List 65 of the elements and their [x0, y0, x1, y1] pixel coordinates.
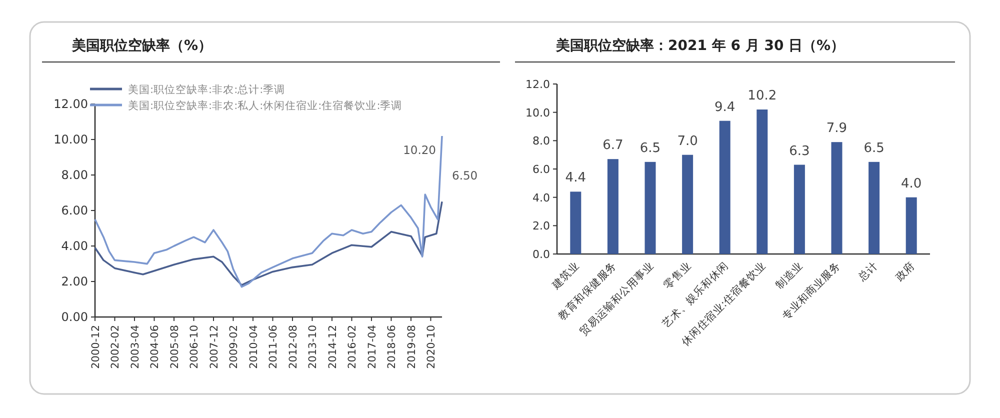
x-tick-label: 2018-06 [386, 324, 398, 369]
x-tick-label: 2017-04 [366, 324, 378, 369]
x-tick-label: 2000-12 [90, 325, 102, 369]
y-tick-label: 0.00 [61, 310, 88, 324]
y-tick-label: 8.0 [532, 134, 550, 148]
line-series [94, 135, 443, 288]
x-tick-label: 制造业 [773, 258, 806, 292]
x-tick-label: 2019-08 [406, 325, 418, 369]
x-tick-label: 2011-06 [268, 324, 280, 369]
data-label: 7.9 [826, 121, 848, 136]
y-tick-label: 10.00 [54, 132, 88, 146]
x-tick-label: 2012-08 [287, 325, 300, 369]
y-tick-label: 12.00 [54, 97, 88, 111]
x-tick-label: 2014-12 [326, 325, 339, 369]
legend-label: 美国:职位空缺率:非农:总计:季调 [128, 83, 286, 96]
bar [570, 192, 582, 254]
chart-title: 美国职位空缺率（%） [71, 37, 212, 54]
x-tick-label: 2004-06 [149, 324, 162, 369]
y-tick-label: 2.0 [532, 220, 550, 233]
data-label: 6.3 [789, 144, 810, 159]
x-tick-label: 2016-02 [346, 325, 359, 369]
x-tick-label: 2002-02 [110, 325, 122, 369]
x-tick-label: 2010-04 [248, 324, 260, 369]
bar [831, 142, 842, 254]
x-tick-label: 2005-08 [168, 325, 181, 369]
legend-label: 美国:职位空缺率:非农:私人:休闲住宿业:住宿餐饮业:季调 [128, 99, 402, 112]
bar [644, 162, 656, 254]
data-label: 7.0 [677, 134, 698, 149]
x-tick-label: 政府 [892, 258, 918, 284]
bar [756, 110, 768, 254]
bar [719, 120, 730, 254]
data-label: 4.4 [565, 170, 586, 186]
line-series [94, 200, 443, 286]
x-tick-label: 零售业 [661, 258, 694, 292]
bar [682, 154, 694, 254]
bar [607, 159, 618, 254]
y-tick-label: 2.00 [61, 274, 88, 288]
x-tick-label: 2013-10 [307, 325, 320, 369]
x-tick-label: 建筑业 [548, 258, 582, 292]
y-tick-label: 12.0 [526, 78, 550, 91]
y-tick-label: 0.0 [532, 248, 550, 261]
annotation: 10.20 [403, 142, 436, 157]
x-tick-label: 2003-04 [129, 324, 142, 369]
x-tick-label: 2007-12 [208, 325, 220, 369]
y-tick-label: 8.00 [61, 168, 88, 182]
bar [868, 162, 880, 254]
bar [794, 164, 805, 254]
data-label: 4.0 [901, 176, 922, 192]
data-label: 6.5 [864, 140, 884, 156]
chart-title: 美国职位空缺率：2021 年 6 月 30 日（%） [555, 37, 845, 54]
data-label: 10.2 [748, 88, 777, 104]
y-tick-label: 6.00 [61, 204, 88, 218]
y-tick-label: 4.0 [532, 191, 550, 204]
data-label: 6.5 [640, 140, 661, 156]
x-tick-label: 2009-02 [228, 325, 240, 369]
x-tick-label: 总计 [854, 258, 880, 284]
x-tick-label: 2006-10 [188, 325, 201, 369]
data-label: 9.4 [714, 100, 736, 115]
bar [906, 197, 917, 254]
y-tick-label: 6.0 [532, 163, 550, 176]
y-tick-label: 10.0 [526, 106, 550, 120]
data-label: 6.7 [602, 138, 624, 154]
y-tick-label: 4.00 [61, 239, 88, 253]
annotation: 6.50 [452, 168, 478, 183]
x-tick-label: 2020-10 [426, 325, 438, 369]
